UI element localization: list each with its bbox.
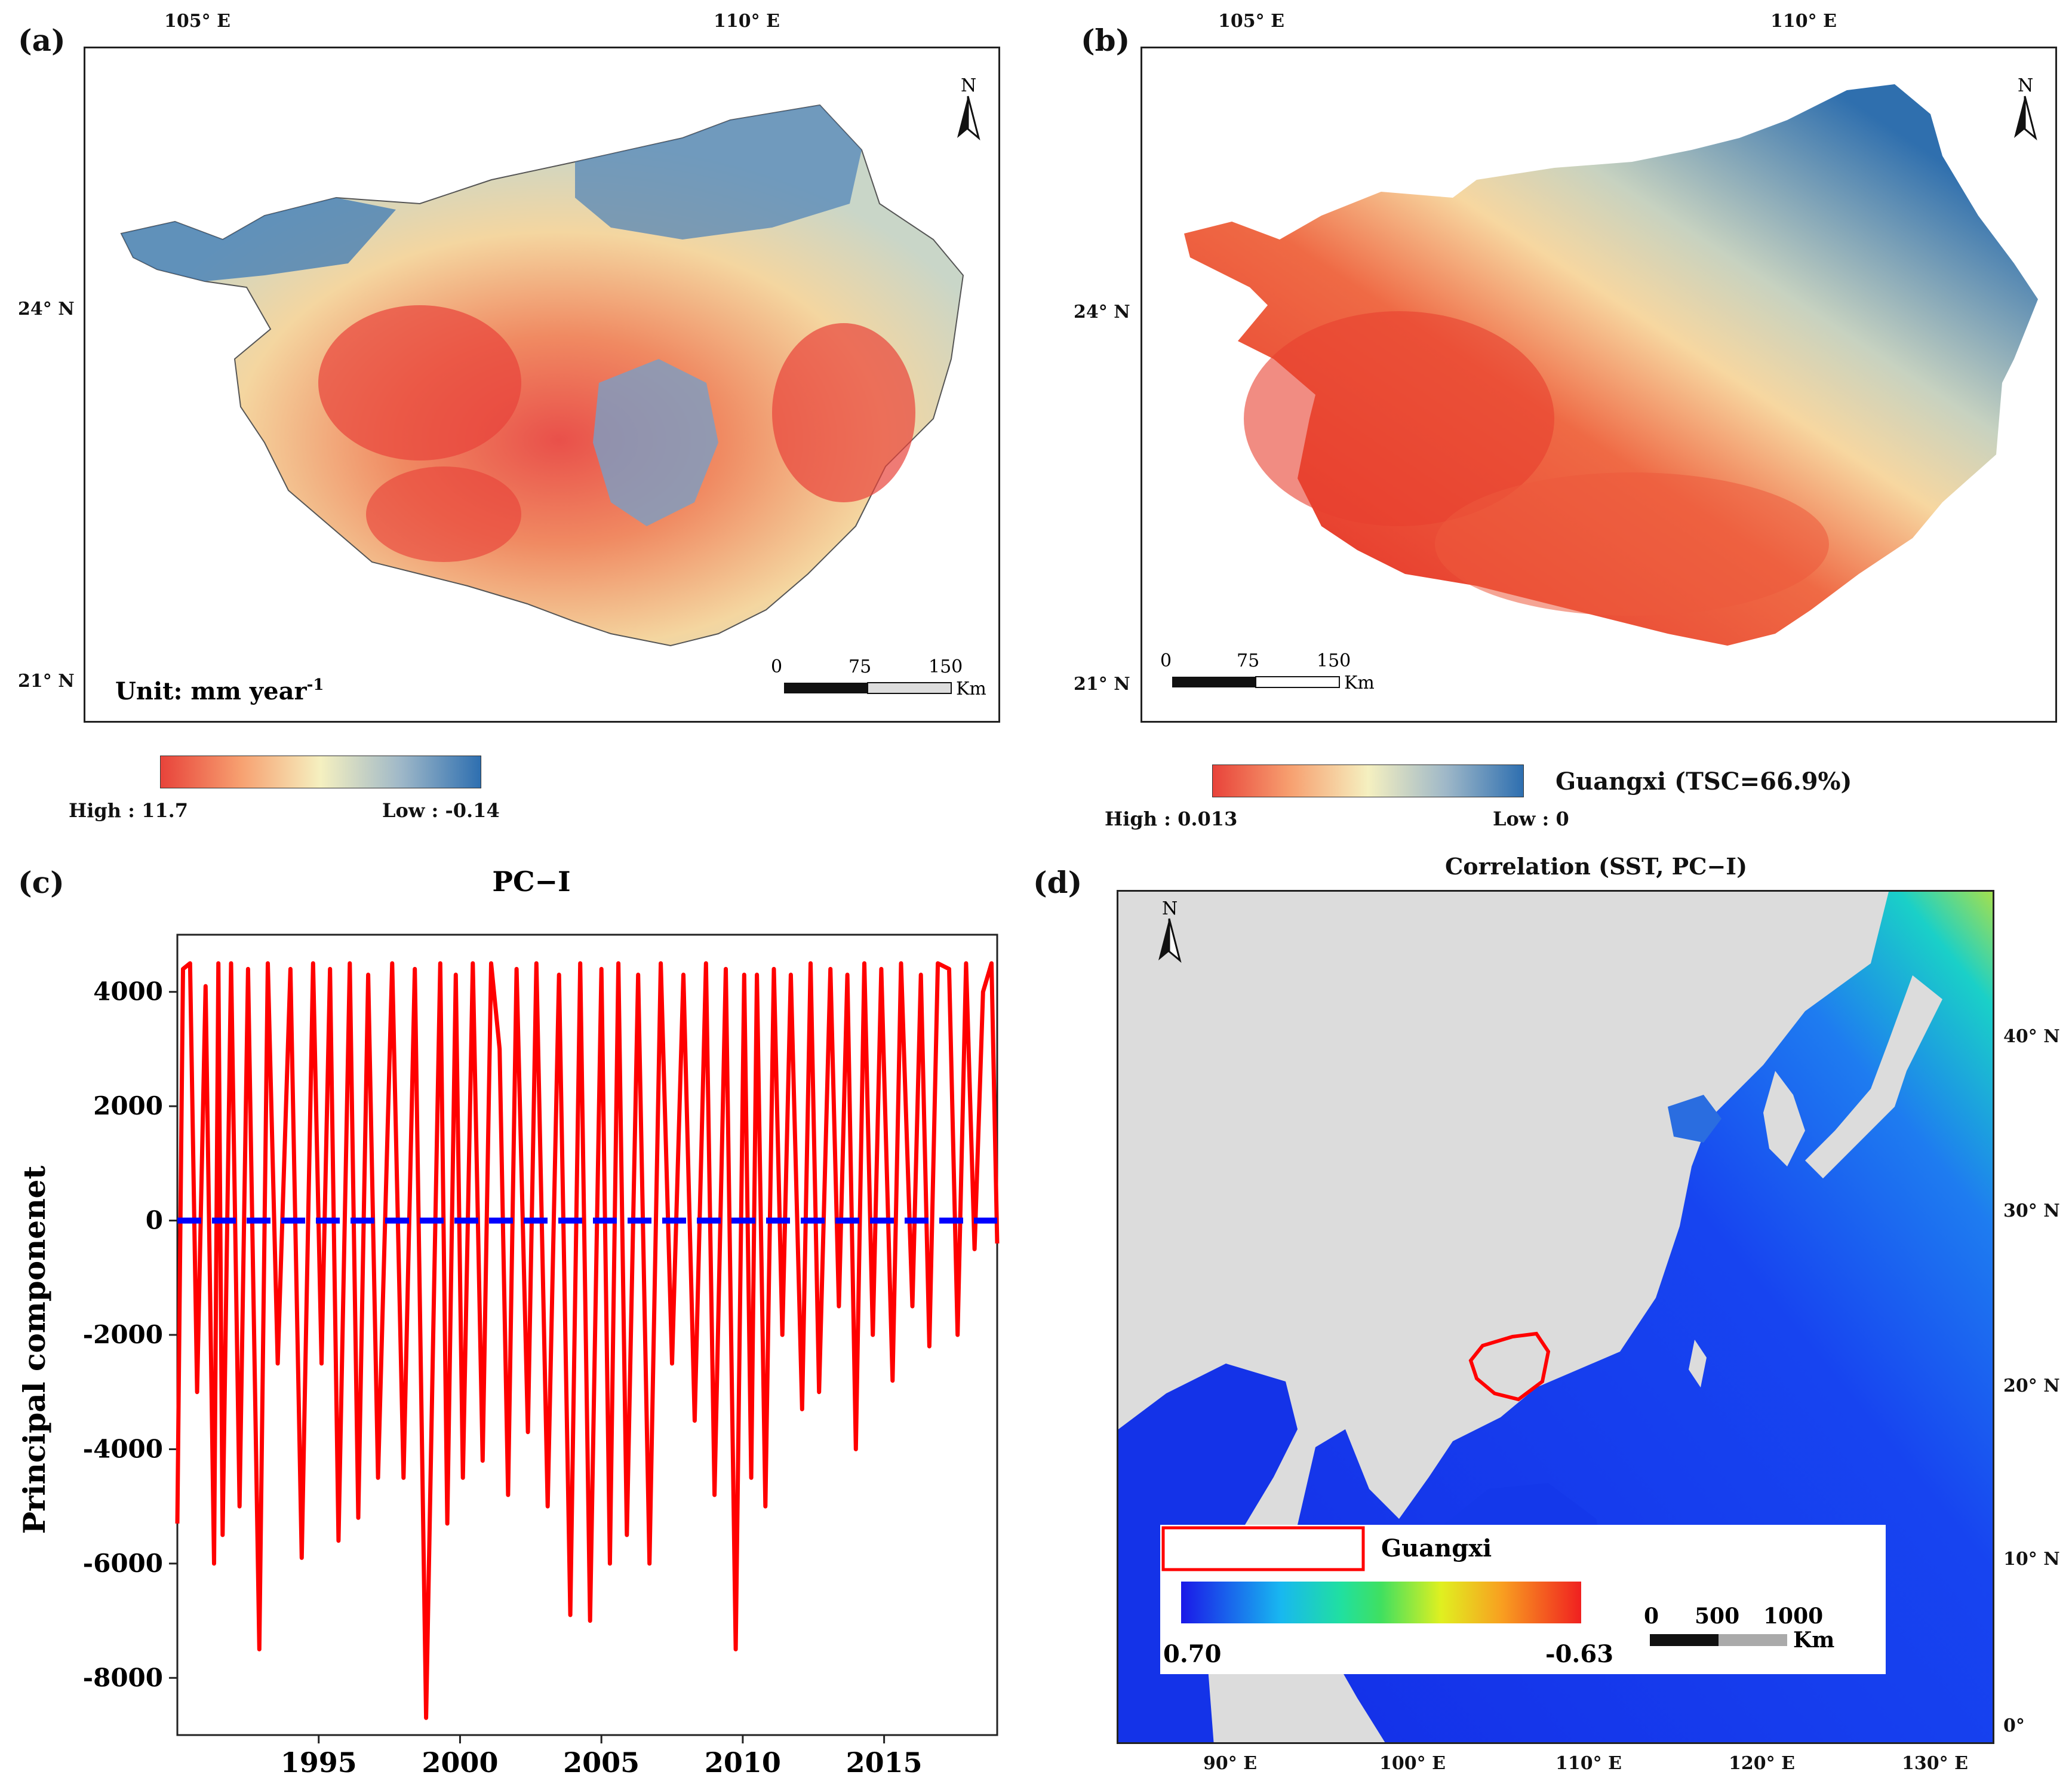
chart-title: PC−I — [492, 865, 570, 898]
low-region-center — [593, 359, 718, 526]
panel-d-lon-110: 110° E — [1555, 1753, 1622, 1774]
panel-d-lon-90: 90° E — [1203, 1753, 1258, 1774]
x-tick-label: 2000 — [422, 1746, 498, 1779]
y-tick-label: 4000 — [93, 977, 163, 1006]
panel-a-lon-110: 110° E — [714, 11, 780, 32]
pc1-line-chart: PC−I Principal componenet 4000 2000 0 -2000… — [17, 865, 1000, 1779]
taiwan — [1689, 1340, 1707, 1387]
svg-text:Km: Km — [1344, 673, 1375, 693]
panel-d-lat-0: 0° — [2003, 1715, 2025, 1736]
y-axis: 4000 2000 0 -2000 -4000 -6000 -8000 — [83, 977, 177, 1692]
panel-b-map-svg: N 0 75 150 Km — [1160, 75, 2038, 693]
bohai-sea — [1668, 1095, 1721, 1143]
panel-a-lat-21: 21° N — [18, 671, 75, 692]
high-region-east — [772, 323, 915, 502]
panel-d-lat-20: 20° N — [2003, 1375, 2060, 1396]
x-tick-label: 2005 — [563, 1746, 640, 1779]
legend-region-label: Guangxi — [1381, 1534, 1492, 1562]
high-region-west-b — [1244, 311, 1554, 526]
panel-d-lat-10: 10° N — [2003, 1549, 2060, 1570]
svg-text:150: 150 — [929, 656, 963, 677]
y-tick-label: -8000 — [83, 1663, 163, 1692]
scale-bar-b: 0 75 150 Km — [1160, 650, 1375, 693]
x-tick-label: 2015 — [846, 1746, 923, 1779]
x-tick-label: 2010 — [705, 1746, 781, 1779]
panel-d-title: Correlation (SST, PC−I) — [1445, 853, 1748, 880]
legend-low: -0.63 — [1545, 1640, 1613, 1668]
north-arrow-d: N — [1158, 898, 1182, 963]
y-tick-label: -4000 — [83, 1434, 163, 1463]
legend-high: 0.70 — [1163, 1640, 1221, 1668]
svg-text:0: 0 — [1160, 650, 1172, 671]
guangxi-outline — [1468, 1331, 1551, 1402]
high-region-west — [318, 305, 521, 460]
high-region-south — [366, 466, 521, 562]
japan — [1805, 975, 1942, 1178]
north-arrow-b: N — [2014, 75, 2037, 141]
panel-d-map-svg: N Guangxi 0.70 -0.63 0 50 — [1118, 892, 1993, 1742]
panel-d-legend: Guangxi 0.70 -0.63 0 500 1000 Km — [1160, 1525, 1886, 1674]
panel-a-map-svg: N Unit: mm year-1 0 75 150 Km — [115, 75, 986, 705]
panel-a-letter: (a) — [18, 23, 66, 58]
svg-text:500: 500 — [1695, 1604, 1739, 1629]
panel-a-lat-24: 24° N — [18, 299, 75, 320]
chart-ylabel: Principal componenet — [17, 1166, 52, 1534]
panel-d-lat-40: 40° N — [2003, 1026, 2060, 1047]
svg-text:0: 0 — [1644, 1604, 1659, 1629]
panel-b-letter: (b) — [1081, 23, 1130, 58]
chart-series — [175, 961, 1000, 1720]
panel-d-map: N Guangxi 0.70 -0.63 0 50 — [1117, 890, 1994, 1744]
svg-text:1000: 1000 — [1763, 1604, 1823, 1629]
high-region-south-b — [1435, 472, 1829, 616]
north-label-a: N — [961, 75, 976, 96]
panel-b-lat-21: 21° N — [1074, 674, 1130, 695]
panel-b-legend-high: High : 0.013 — [1105, 808, 1238, 830]
low-region-north — [575, 105, 862, 240]
scale-bar-a: 0 75 150 Km — [771, 656, 986, 699]
panel-b-colorbar — [1212, 764, 1524, 797]
y-tick-label: 0 — [146, 1206, 163, 1235]
pc1-series-line — [175, 961, 1000, 1720]
panel-b-legend-title: Guangxi (TSC=66.9%) — [1555, 767, 1852, 796]
y-tick-label: 2000 — [93, 1091, 163, 1120]
panel-d-lon-130: 130° E — [1902, 1753, 1968, 1774]
panel-d-lon-120: 120° E — [1729, 1753, 1795, 1774]
panel-d-lat-30: 30° N — [2003, 1201, 2060, 1221]
north-arrow-a: N — [957, 75, 980, 141]
panel-b-map: N 0 75 150 Km — [1140, 47, 2057, 723]
svg-text:Km: Km — [1793, 1628, 1834, 1653]
panel-d-lon-100: 100° E — [1379, 1753, 1446, 1774]
y-tick-label: -6000 — [83, 1549, 163, 1578]
panel-d-letter: (d) — [1033, 865, 1083, 900]
svg-text:Km: Km — [956, 678, 986, 699]
y-tick-label: -2000 — [83, 1320, 163, 1349]
svg-text:150: 150 — [1317, 650, 1351, 671]
panel-a-legend-high: High : 11.7 — [69, 799, 189, 822]
low-region-northwest — [121, 198, 396, 281]
panel-a-colorbar — [160, 756, 481, 788]
panel-b-lon-110: 110° E — [1770, 11, 1837, 32]
x-axis: 1995 2000 2005 2010 2015 — [281, 1735, 923, 1779]
panel-b-lat-24: 24° N — [1074, 302, 1130, 323]
panel-b-lon-105: 105° E — [1218, 11, 1284, 32]
svg-text:0: 0 — [771, 656, 782, 677]
svg-text:75: 75 — [1237, 650, 1259, 671]
unit-label: Unit: mm year-1 — [115, 676, 324, 705]
panel-c-letter: (c) — [18, 865, 64, 900]
panel-a-lon-105: 105° E — [164, 11, 230, 32]
panel-a-map: N Unit: mm year-1 0 75 150 Km — [84, 47, 1000, 723]
panel-a-legend-low: Low : -0.14 — [382, 799, 500, 822]
x-tick-label: 1995 — [281, 1746, 357, 1779]
north-label-d: N — [1162, 898, 1178, 919]
svg-text:75: 75 — [849, 656, 871, 677]
panel-b-legend-low: Low : 0 — [1493, 808, 1569, 830]
korea — [1763, 1071, 1805, 1166]
north-label-b: N — [2018, 75, 2033, 96]
